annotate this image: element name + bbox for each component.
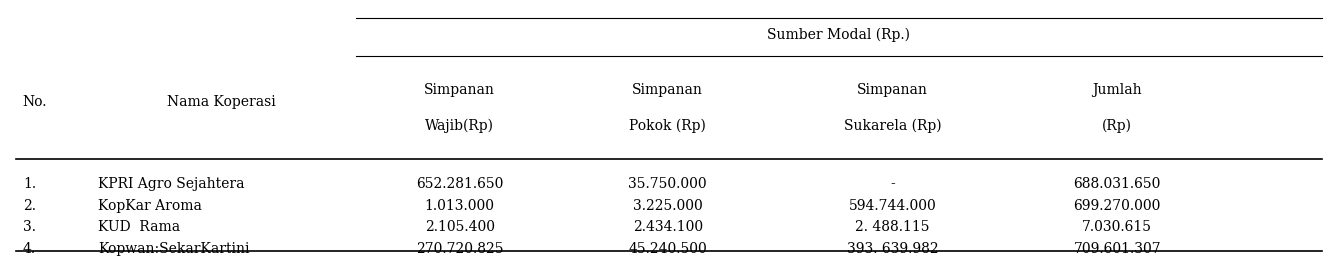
Text: 594.744.000: 594.744.000	[848, 199, 937, 213]
Text: KopKar Aroma: KopKar Aroma	[98, 199, 201, 213]
Text: Sumber Modal (Rp.): Sumber Modal (Rp.)	[768, 27, 910, 42]
Text: -: -	[890, 177, 895, 191]
Text: 2. 488.115: 2. 488.115	[855, 220, 930, 234]
Text: 270.720.825: 270.720.825	[416, 242, 503, 256]
Text: 4.: 4.	[23, 242, 36, 256]
Text: Sukarela (Rp): Sukarela (Rp)	[844, 118, 941, 133]
Text: Kopwan:SekarKartini: Kopwan:SekarKartini	[98, 242, 250, 256]
Text: 393. 639.982: 393. 639.982	[847, 242, 938, 256]
Text: Jumlah: Jumlah	[1092, 83, 1142, 97]
Text: Simpanan: Simpanan	[858, 83, 927, 97]
Text: 652.281.650: 652.281.650	[416, 177, 503, 191]
Text: 3.: 3.	[23, 220, 36, 234]
Text: 699.270.000: 699.270.000	[1074, 199, 1161, 213]
Text: 3.225.000: 3.225.000	[633, 199, 702, 213]
Text: 688.031.650: 688.031.650	[1074, 177, 1161, 191]
Text: (Rp): (Rp)	[1102, 118, 1133, 133]
Text: No.: No.	[23, 95, 47, 109]
Text: Simpanan: Simpanan	[424, 83, 495, 97]
Text: Simpanan: Simpanan	[632, 83, 703, 97]
Text: 45.240.500: 45.240.500	[628, 242, 707, 256]
Text: 1.: 1.	[23, 177, 36, 191]
Text: Pokok (Rp): Pokok (Rp)	[629, 118, 706, 133]
Text: 709.601.307: 709.601.307	[1074, 242, 1161, 256]
Text: Nama Koperasi: Nama Koperasi	[166, 95, 276, 109]
Text: 7.030.615: 7.030.615	[1082, 220, 1153, 234]
Text: Wajib(Rp): Wajib(Rp)	[425, 118, 494, 133]
Text: 35.750.000: 35.750.000	[628, 177, 707, 191]
Text: 2.: 2.	[23, 199, 36, 213]
Text: 1.013.000: 1.013.000	[424, 199, 495, 213]
Text: 2.105.400: 2.105.400	[424, 220, 495, 234]
Text: KPRI Agro Sejahtera: KPRI Agro Sejahtera	[98, 177, 244, 191]
Text: 2.434.100: 2.434.100	[632, 220, 703, 234]
Text: KUD  Rama: KUD Rama	[98, 220, 180, 234]
